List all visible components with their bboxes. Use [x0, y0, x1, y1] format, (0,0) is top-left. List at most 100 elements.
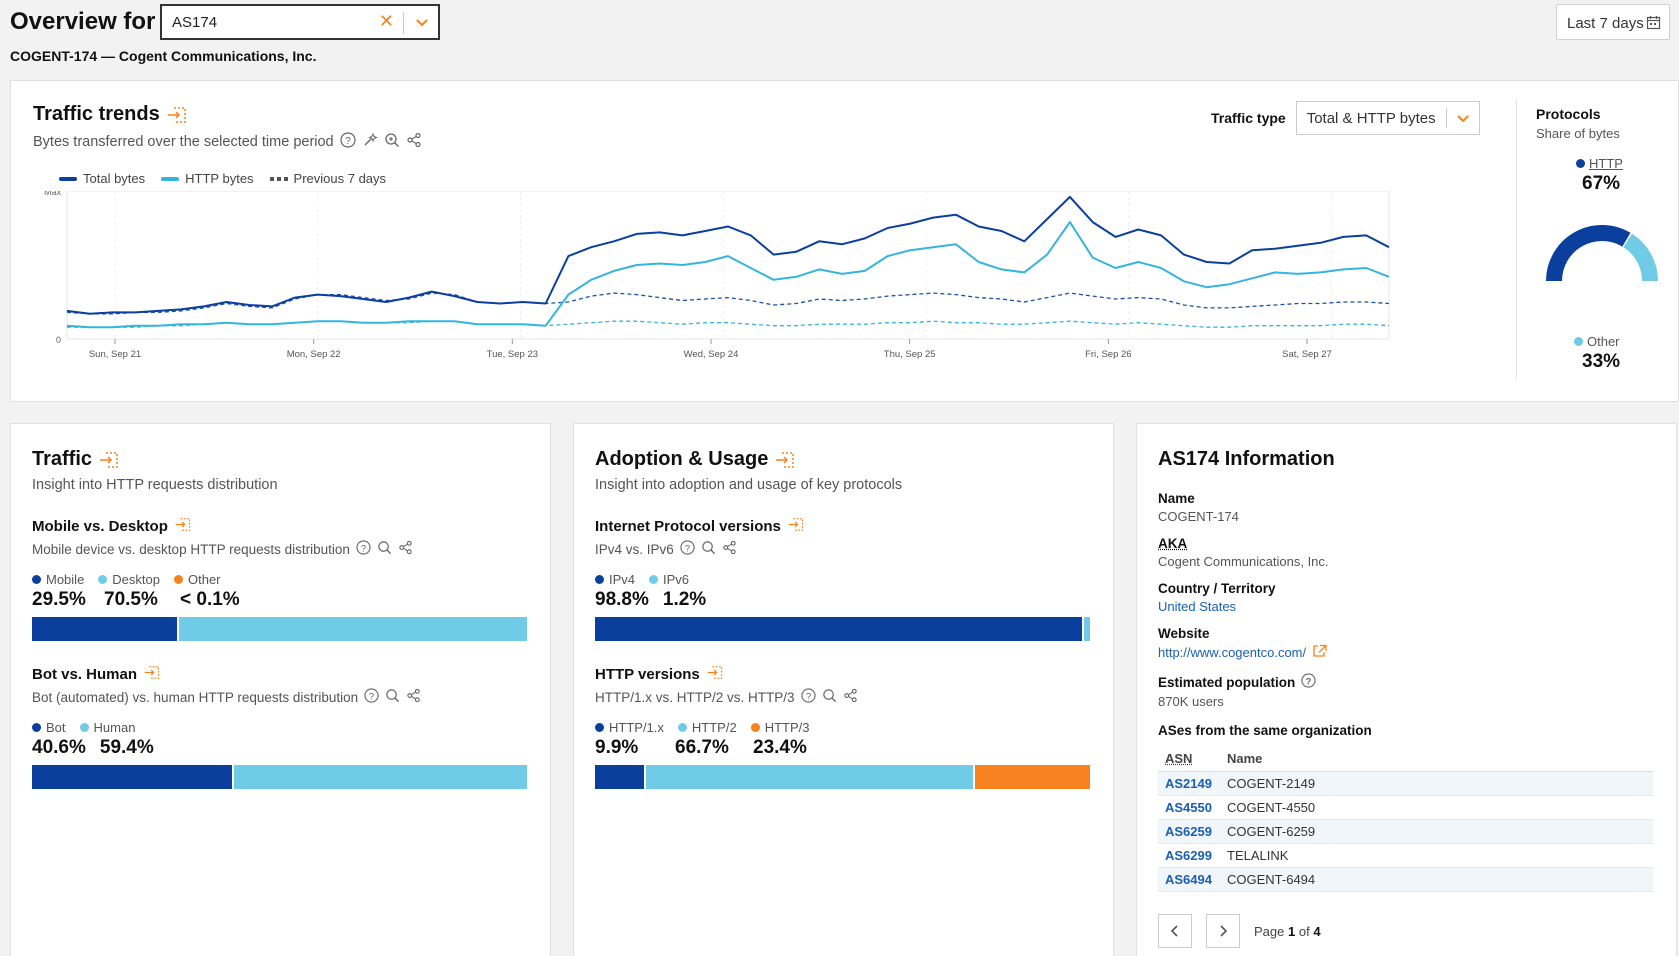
- metric-desc-text: Mobile device vs. desktop HTTP requests …: [32, 541, 350, 557]
- bar-segment[interactable]: [179, 617, 527, 641]
- page-indicator: Page 1 of 4: [1254, 924, 1321, 939]
- legend-total-bytes[interactable]: Total bytes: [59, 171, 145, 186]
- help-icon[interactable]: ?: [364, 688, 379, 706]
- protocols-divider: [1516, 99, 1517, 379]
- bar-segment[interactable]: [645, 765, 974, 789]
- next-page-button[interactable]: [1206, 914, 1240, 948]
- share-icon[interactable]: [722, 540, 737, 558]
- legend-label: HTTP/3: [764, 720, 810, 735]
- help-icon[interactable]: ?: [800, 688, 816, 706]
- legend-http-bytes[interactable]: HTTP bytes: [161, 171, 254, 186]
- metric-legend: Bot Human: [32, 720, 530, 735]
- http-share-label[interactable]: HTTP: [1576, 156, 1623, 171]
- bar-segment[interactable]: [32, 617, 178, 641]
- traffic-type-select[interactable]: Total & HTTP bytes: [1295, 101, 1480, 135]
- row-asn-link[interactable]: AS6259: [1158, 819, 1220, 844]
- open-panel-icon[interactable]: [174, 517, 192, 536]
- row-name: TELALINK: [1220, 843, 1653, 868]
- share-icon[interactable]: [843, 688, 858, 706]
- mobile-desktop-bar[interactable]: [32, 617, 527, 641]
- series-line: [66, 221, 1390, 329]
- table-row: AS6299 TELALINK: [1158, 843, 1653, 868]
- legend-mobile: Mobile: [32, 572, 84, 587]
- help-icon[interactable]: ?: [356, 540, 371, 558]
- bar-segment[interactable]: [32, 765, 233, 789]
- ip-versions-bar[interactable]: [595, 617, 1090, 641]
- help-icon[interactable]: ?: [1301, 673, 1316, 691]
- http-versions-bar[interactable]: [595, 765, 1090, 789]
- legend-label: Desktop: [112, 572, 160, 587]
- legend-dot: [677, 723, 687, 732]
- clear-icon[interactable]: ✕: [378, 11, 394, 31]
- legend-other: Other: [174, 572, 221, 587]
- bar-segment[interactable]: [1084, 617, 1090, 641]
- gauge-http-arc: [1546, 225, 1631, 282]
- legend-previous-7-days[interactable]: Previous 7 days: [269, 171, 386, 186]
- chevron-down-icon[interactable]: [1455, 110, 1471, 131]
- zoom-icon[interactable]: [701, 540, 716, 558]
- metric-legend: Mobile Desktop Other: [32, 572, 530, 587]
- x-tick-label: Sun, Sep 21: [89, 349, 141, 360]
- traffic-title: Traffic: [32, 448, 530, 471]
- prev-page-button[interactable]: [1158, 914, 1192, 948]
- x-tick-label: Sat, Sep 27: [1282, 349, 1332, 360]
- value-other: < 0.1%: [180, 589, 240, 610]
- zoom-icon[interactable]: [822, 688, 837, 706]
- chevron-down-icon[interactable]: [414, 14, 430, 35]
- bar-segment[interactable]: [975, 765, 1090, 789]
- legend-dot: [32, 723, 41, 732]
- help-icon[interactable]: ?: [340, 132, 356, 152]
- same-org-section: ASes from the same organization ASN Name…: [1158, 723, 1656, 948]
- bot-human-bar[interactable]: [32, 765, 527, 789]
- legend-label: Mobile: [46, 572, 85, 587]
- traffic-trends-chart[interactable]: Max 0 Sun, Sep 21 Mon, Sep 22 Tue, Sep 23 Wed…: [31, 191, 1501, 391]
- asn-select-value: AS174: [172, 14, 218, 31]
- asn-select[interactable]: AS174 ✕: [160, 4, 440, 40]
- ai-sparkle-icon[interactable]: [362, 132, 378, 152]
- info-population-value: 870K users: [1158, 694, 1224, 709]
- open-panel-icon[interactable]: [774, 451, 795, 469]
- info-website-field: Website http://www.cogentco.com/: [1158, 626, 1656, 661]
- zoom-icon[interactable]: [377, 540, 392, 558]
- bar-segment[interactable]: [595, 765, 644, 789]
- other-dot: [1574, 337, 1583, 346]
- other-share-value: 33%: [1582, 351, 1621, 372]
- traffic-trends-desc: Bytes transferred over the selected time…: [33, 132, 422, 152]
- help-icon[interactable]: ?: [680, 540, 695, 558]
- top-bar: Overview for AS174 ✕ Last 7 days: [10, 4, 1670, 44]
- share-icon[interactable]: [406, 688, 421, 706]
- open-panel-icon[interactable]: [787, 517, 805, 536]
- share-icon[interactable]: [398, 540, 413, 558]
- ip-versions-metric: Internet Protocol versions IPv4 vs. IPv6…: [595, 517, 1093, 641]
- traffic-trends-desc-text: Bytes transferred over the selected time…: [33, 134, 334, 150]
- bar-segment[interactable]: [595, 617, 1083, 641]
- legend-http2: HTTP/2: [677, 720, 737, 735]
- zoom-icon[interactable]: [385, 688, 400, 706]
- row-asn-link[interactable]: AS6494: [1158, 867, 1220, 892]
- open-panel-icon[interactable]: [706, 665, 724, 684]
- protocols-gauge: [1546, 225, 1658, 282]
- info-aka-label: AKA: [1158, 536, 1188, 551]
- row-asn-link[interactable]: AS4550: [1158, 795, 1220, 820]
- col-name-header: Name: [1220, 746, 1653, 772]
- svg-text:?: ?: [361, 543, 366, 553]
- info-country-link[interactable]: United States: [1158, 599, 1237, 614]
- share-icon[interactable]: [406, 132, 422, 152]
- open-panel-icon[interactable]: [166, 106, 186, 124]
- info-website-label: Website: [1158, 626, 1210, 641]
- svg-text:?: ?: [369, 691, 374, 701]
- col-asn-header[interactable]: ASN: [1158, 746, 1220, 772]
- row-asn-link[interactable]: AS6299: [1158, 843, 1220, 868]
- pagination: Page 1 of 4: [1158, 914, 1656, 948]
- external-link-icon[interactable]: [1312, 644, 1328, 661]
- bar-segment[interactable]: [234, 765, 527, 789]
- metric-desc-text: Bot (automated) vs. human HTTP requests …: [32, 689, 359, 705]
- asn-subtitle: COGENT-174 — Cogent Communications, Inc.: [10, 48, 317, 64]
- info-website-link[interactable]: http://www.cogentco.com/: [1158, 645, 1307, 660]
- open-panel-icon[interactable]: [98, 451, 118, 469]
- legend-human: Human: [79, 720, 135, 735]
- row-asn-link[interactable]: AS2149: [1158, 771, 1220, 796]
- open-panel-icon[interactable]: [143, 665, 161, 684]
- zoom-icon[interactable]: [384, 132, 400, 152]
- date-range-button[interactable]: Last 7 days: [1556, 4, 1670, 40]
